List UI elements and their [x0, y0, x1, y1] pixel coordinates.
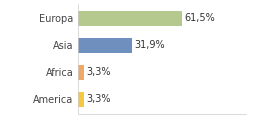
Bar: [78, 92, 84, 107]
Text: 3,3%: 3,3%: [87, 67, 111, 77]
Text: 61,5%: 61,5%: [184, 13, 215, 23]
Bar: [78, 11, 182, 26]
Text: 31,9%: 31,9%: [134, 40, 165, 50]
Text: 3,3%: 3,3%: [87, 94, 111, 104]
Bar: [78, 38, 132, 53]
Bar: [78, 65, 84, 80]
